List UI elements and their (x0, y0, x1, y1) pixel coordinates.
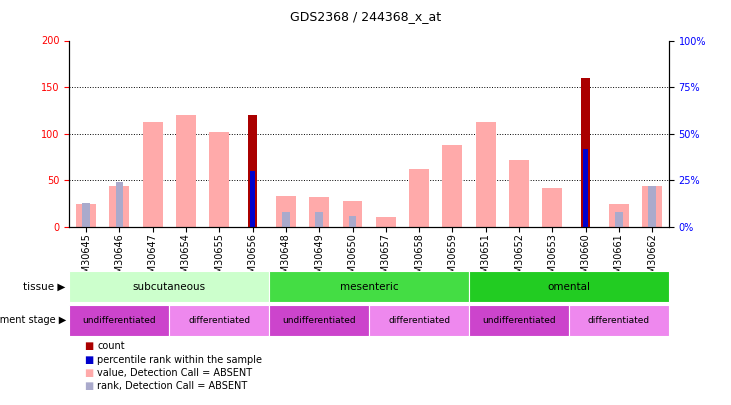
Bar (509, 160, 529, 227)
Bar (583, 149, 588, 227)
Bar (282, 212, 289, 227)
Text: omental: omental (548, 281, 591, 292)
Bar (569, 305, 669, 336)
Text: mesenteric: mesenteric (340, 281, 398, 292)
Text: tissue ▶: tissue ▶ (23, 281, 66, 292)
Bar (269, 271, 469, 302)
Bar (315, 212, 323, 227)
Bar (170, 305, 269, 336)
Bar (376, 217, 395, 227)
Bar (115, 182, 124, 227)
Text: ■: ■ (84, 382, 94, 391)
Text: ■: ■ (84, 368, 94, 378)
Bar (143, 122, 163, 227)
Bar (69, 271, 269, 302)
Bar (349, 215, 356, 227)
Bar (83, 202, 90, 227)
Bar (615, 212, 623, 227)
Text: undifferentiated: undifferentiated (482, 316, 556, 325)
Text: differentiated: differentiated (588, 316, 650, 325)
Bar (251, 171, 255, 227)
Bar (249, 115, 257, 227)
Text: differentiated: differentiated (189, 316, 250, 325)
Bar (469, 271, 669, 302)
Bar (276, 196, 296, 227)
Bar (69, 305, 170, 336)
Bar (110, 186, 129, 227)
Text: differentiated: differentiated (388, 316, 450, 325)
Bar (469, 305, 569, 336)
Bar (581, 78, 590, 227)
Bar (209, 132, 230, 227)
Bar (369, 305, 469, 336)
Text: rank, Detection Call = ABSENT: rank, Detection Call = ABSENT (97, 382, 248, 391)
Text: ■: ■ (84, 355, 94, 364)
Text: undifferentiated: undifferentiated (83, 316, 156, 325)
Bar (76, 204, 96, 227)
Text: percentile rank within the sample: percentile rank within the sample (97, 355, 262, 364)
Text: ■: ■ (84, 341, 94, 351)
Bar (442, 145, 463, 227)
Text: GDS2368 / 244368_x_at: GDS2368 / 244368_x_at (290, 10, 441, 23)
Bar (643, 186, 662, 227)
Text: value, Detection Call = ABSENT: value, Detection Call = ABSENT (97, 368, 252, 378)
Bar (269, 305, 369, 336)
Bar (343, 201, 363, 227)
Bar (409, 169, 429, 227)
Bar (476, 122, 496, 227)
Bar (176, 115, 196, 227)
Bar (309, 197, 329, 227)
Text: count: count (97, 341, 125, 351)
Bar (609, 204, 629, 227)
Bar (542, 188, 562, 227)
Text: undifferentiated: undifferentiated (282, 316, 356, 325)
Text: development stage ▶: development stage ▶ (0, 315, 66, 325)
Text: subcutaneous: subcutaneous (133, 281, 206, 292)
Bar (648, 186, 656, 227)
